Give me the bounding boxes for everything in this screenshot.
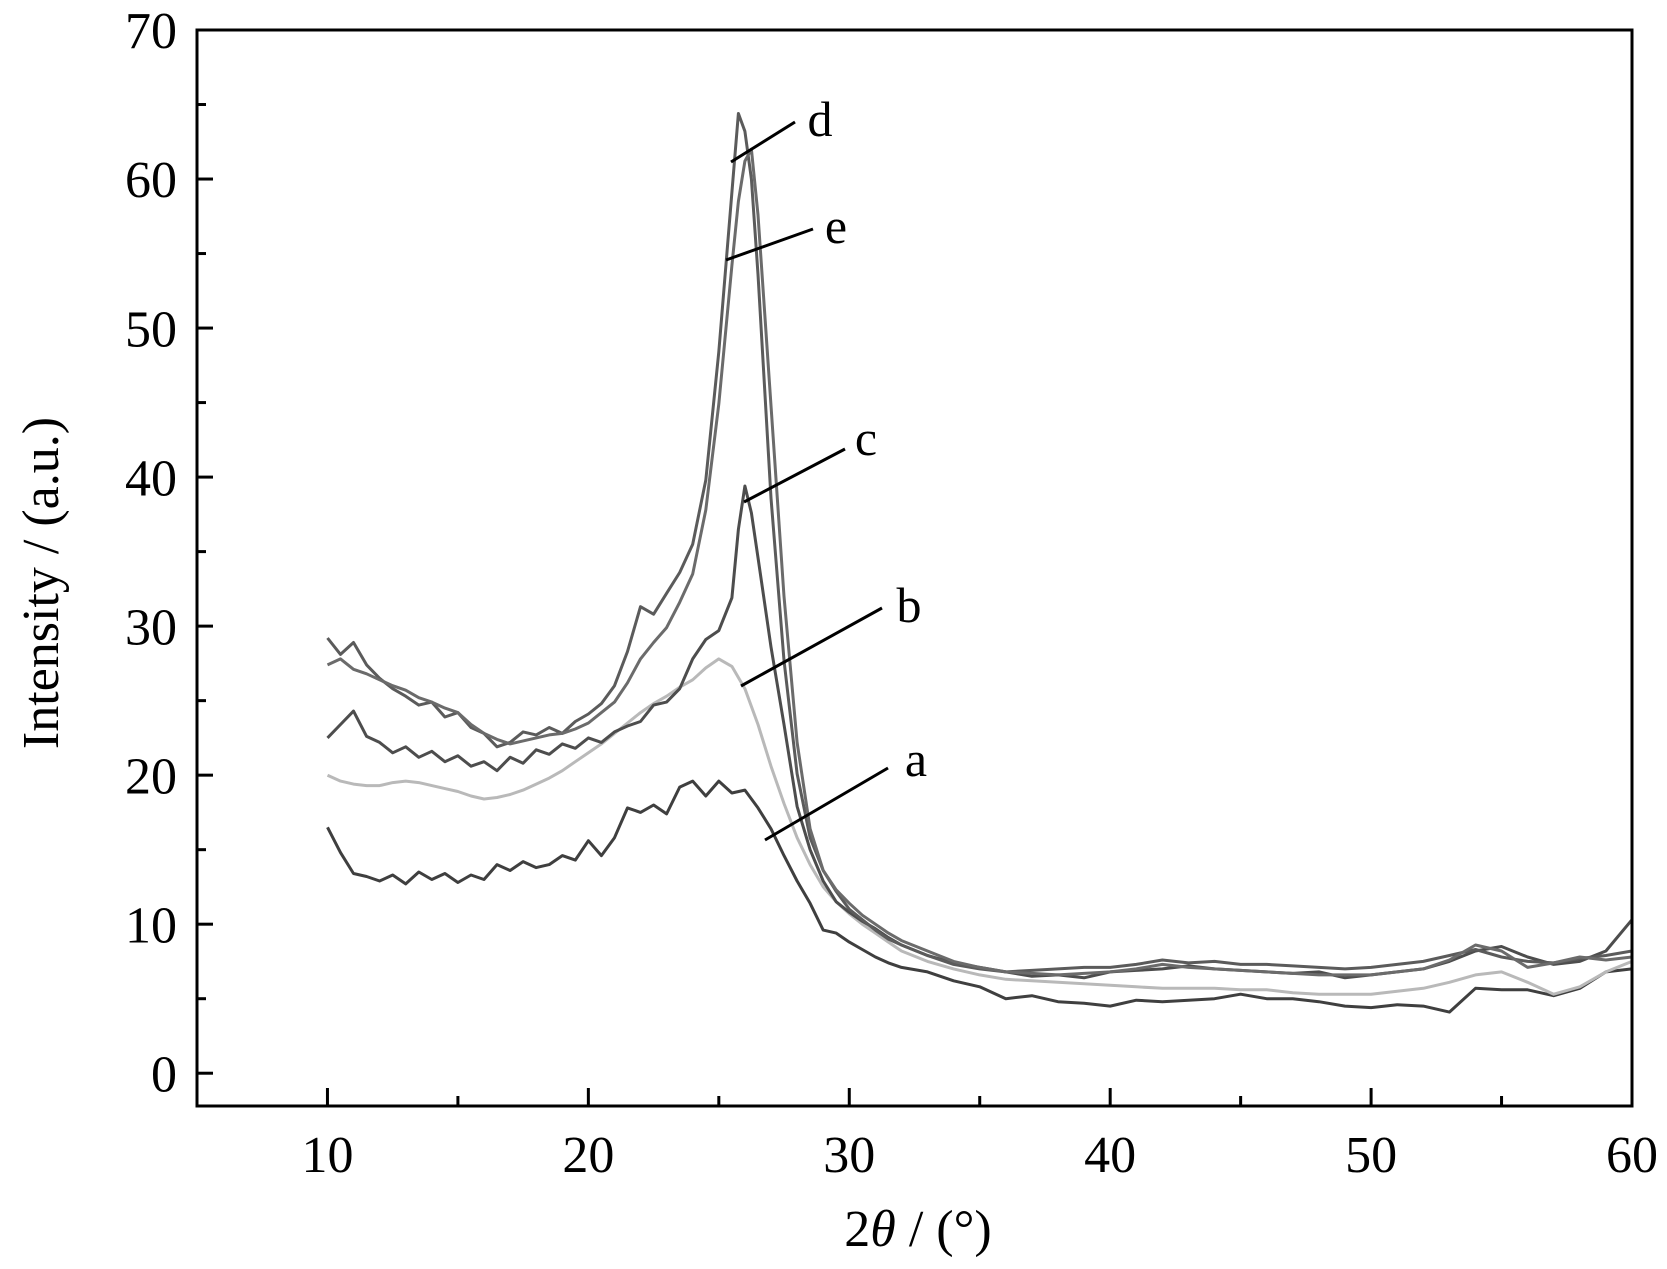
x-tick-label: 10 xyxy=(301,1127,353,1184)
plot-frame xyxy=(195,28,1634,1108)
series-layer xyxy=(326,112,1632,1014)
tick-labels: 0 10 20 30 40 50 60 70 10 20 30 40 50 60 xyxy=(125,3,1658,1184)
series-line-d xyxy=(326,112,1632,974)
leader-line-b xyxy=(740,606,883,688)
y-tick-label: 0 xyxy=(151,1046,177,1103)
x-tick-label: 30 xyxy=(823,1127,875,1184)
y-tick-label: 30 xyxy=(125,599,177,656)
x-tick-label: 40 xyxy=(1084,1127,1136,1184)
x-tick-label: 60 xyxy=(1606,1127,1658,1184)
series-line-c xyxy=(326,484,1632,980)
y-tick-label: 40 xyxy=(125,450,177,507)
axis-ticks xyxy=(197,28,1634,1106)
series-label-d: d xyxy=(808,91,833,147)
y-axis-label: Intensity / (a.u.) xyxy=(13,417,70,749)
leader-line-a xyxy=(764,766,889,842)
x-tick-label: 20 xyxy=(562,1127,614,1184)
series-label-c: c xyxy=(855,410,877,466)
x-tick-label: 50 xyxy=(1345,1127,1397,1184)
y-tick-label: 70 xyxy=(125,3,177,60)
leader-line-e xyxy=(725,227,814,262)
y-tick-label: 60 xyxy=(125,152,177,209)
leader-line-d xyxy=(730,120,796,164)
series-annotations: a b c de xyxy=(725,91,927,842)
series-label-e: e xyxy=(825,198,847,254)
series-line-e xyxy=(326,147,1632,977)
series-label-a: a xyxy=(905,731,927,787)
series-line-a xyxy=(326,779,1632,1014)
x-axis-label: 2θ / (°) xyxy=(844,1201,991,1258)
y-tick-label: 50 xyxy=(125,301,177,358)
y-tick-label: 20 xyxy=(125,748,177,805)
series-label-b: b xyxy=(897,577,922,633)
leader-line-c xyxy=(743,447,846,504)
y-tick-label: 10 xyxy=(125,897,177,954)
series-line-b xyxy=(326,657,1632,996)
